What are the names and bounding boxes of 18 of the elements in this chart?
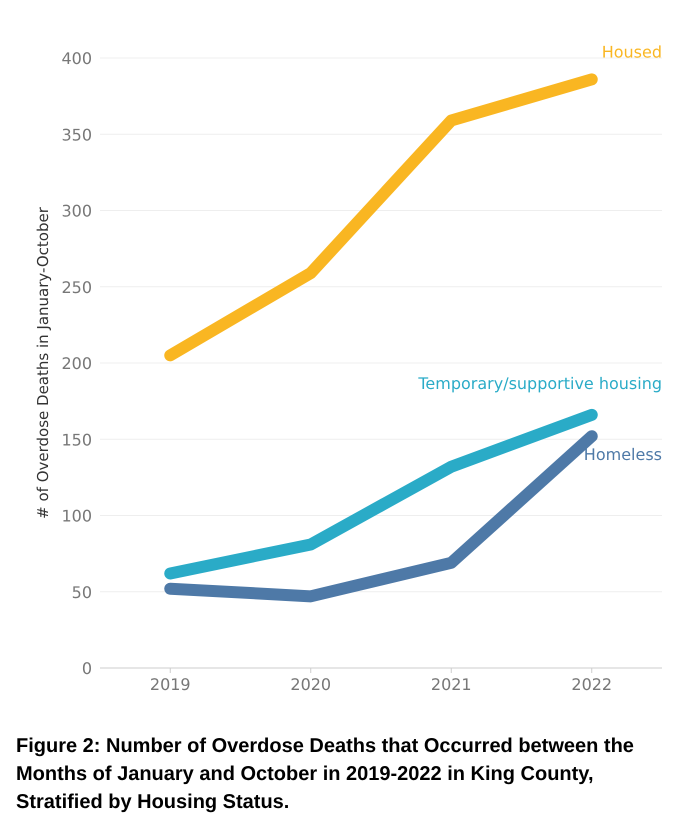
- y-tick-label: 250: [61, 278, 92, 297]
- y-tick-label: 350: [61, 125, 92, 144]
- caption: Figure 2: Number of Overdose Deaths that Occurred between the Months of January and October in 2019-2022 in King County, Stratified by Housing Status.: [15, 734, 635, 815]
- x-tick-label: 2020: [290, 675, 332, 694]
- series-label: Housed: [602, 42, 662, 62]
- y-tick-label: 200: [61, 354, 92, 373]
- x-tick-label: 2019: [150, 675, 191, 694]
- y-tick-label: 100: [61, 506, 92, 526]
- y-tick-label: 150: [61, 430, 92, 450]
- y-tick-label: 0: [82, 659, 92, 678]
- y-tick-label: 300: [61, 202, 92, 220]
- series-label: Homeless: [584, 445, 662, 464]
- x-tick-label: 2021: [430, 675, 472, 694]
- x-tick-label: 2022: [571, 675, 612, 694]
- y-axis-title: # of Overdose Deaths in January-October: [34, 206, 52, 519]
- y-tick-label: 400: [61, 49, 92, 68]
- text: Temporary/supportive housing: [417, 374, 662, 393]
- y-tick-label: 50: [72, 582, 92, 602]
